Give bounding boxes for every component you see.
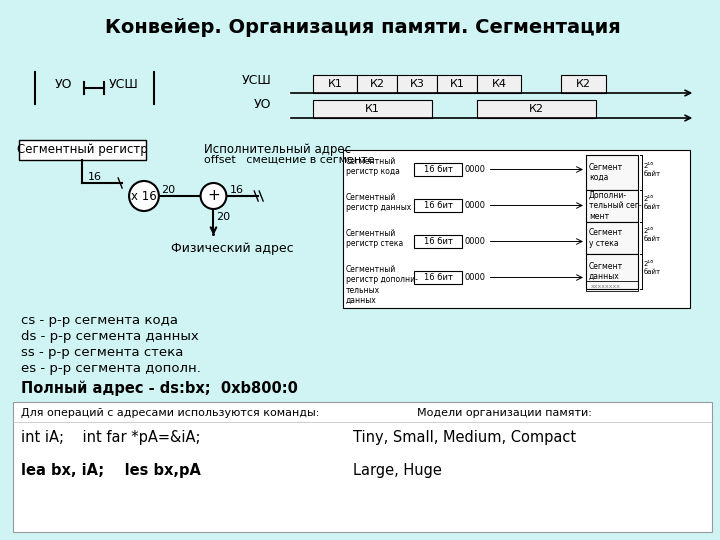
Circle shape: [129, 181, 159, 211]
Text: К1: К1: [328, 79, 343, 89]
Text: К4: К4: [492, 79, 507, 89]
Bar: [586, 281, 638, 291]
Text: Сегмент
у стека: Сегмент у стека: [589, 228, 623, 248]
Text: es - р-р сегмента дополн.: es - р-р сегмента дополн.: [21, 362, 201, 375]
Text: 16 бит: 16 бит: [423, 165, 452, 174]
Bar: [13, 402, 712, 532]
Text: Для операций с адресами используются команды:: Для операций с адресами используются ком…: [21, 408, 319, 418]
Bar: [414, 271, 462, 284]
Text: lea bx, iA;    les bx,pA: lea bx, iA; les bx,pA: [21, 463, 201, 478]
Text: Физический адрес: Физический адрес: [171, 242, 294, 255]
Text: Сегмент
данных: Сегмент данных: [589, 262, 623, 281]
Bar: [437, 75, 477, 93]
Text: байт: байт: [644, 171, 661, 177]
Bar: [343, 150, 690, 308]
Text: байт: байт: [644, 204, 661, 210]
Text: К1: К1: [449, 79, 464, 89]
Bar: [312, 100, 432, 118]
Text: Конвейер. Организация памяти. Сегментация: Конвейер. Организация памяти. Сегментаци…: [104, 18, 621, 37]
Text: cs - р-р сегмента кода: cs - р-р сегмента кода: [21, 314, 178, 327]
Text: Сегментный
регистр данных: Сегментный регистр данных: [346, 193, 411, 212]
Bar: [586, 190, 638, 222]
Text: Сегмент
кода: Сегмент кода: [589, 163, 623, 182]
Bar: [414, 235, 462, 248]
Text: 16: 16: [87, 172, 102, 182]
Text: Дополни-
тельный сег-
мент: Дополни- тельный сег- мент: [589, 191, 642, 221]
Text: УСШ: УСШ: [109, 78, 139, 91]
Text: 0000: 0000: [464, 165, 486, 174]
Text: байт: байт: [644, 269, 661, 275]
Text: УО: УО: [55, 78, 72, 91]
Text: Модели организации памяти:: Модели организации памяти:: [417, 408, 592, 418]
Text: x 16: x 16: [131, 190, 157, 202]
Text: байт: байт: [644, 236, 661, 242]
Text: К2: К2: [370, 79, 385, 89]
Text: Исполнительный адрес: Исполнительный адрес: [204, 143, 351, 156]
Bar: [19, 140, 146, 160]
Text: УО: УО: [253, 98, 271, 111]
Text: 16: 16: [230, 185, 243, 195]
Text: К3: К3: [410, 79, 425, 89]
Text: УСШ: УСШ: [241, 73, 271, 86]
Text: 0000: 0000: [464, 273, 486, 282]
Text: int iA;    int far *pA=&iA;: int iA; int far *pA=&iA;: [21, 430, 200, 445]
Text: 20: 20: [217, 212, 230, 222]
Bar: [586, 155, 638, 190]
Text: 2¹⁶: 2¹⁶: [644, 228, 654, 234]
Text: Сегментный
регистр кода: Сегментный регистр кода: [346, 157, 400, 177]
Circle shape: [201, 183, 226, 209]
Bar: [414, 163, 462, 176]
Text: Tiny, Small, Medium, Compact: Tiny, Small, Medium, Compact: [353, 430, 576, 445]
Text: xxxxxxxx: xxxxxxxx: [591, 284, 621, 288]
Bar: [312, 75, 358, 93]
Text: ss - р-р сегмента стека: ss - р-р сегмента стека: [21, 346, 183, 359]
Text: Полный адрес - ds:bx;  0xb800:0: Полный адрес - ds:bx; 0xb800:0: [21, 380, 297, 395]
Text: К2: К2: [576, 79, 591, 89]
Text: К1: К1: [365, 104, 380, 114]
Bar: [477, 100, 596, 118]
Bar: [477, 75, 521, 93]
Text: Large, Huge: Large, Huge: [353, 463, 441, 478]
Text: +: +: [207, 188, 220, 204]
Bar: [561, 75, 606, 93]
Text: 16 бит: 16 бит: [423, 237, 452, 246]
Bar: [397, 75, 437, 93]
Text: Сегментный регистр: Сегментный регистр: [17, 144, 148, 157]
Bar: [586, 222, 638, 254]
Text: 0000: 0000: [464, 237, 486, 246]
Text: 16 бит: 16 бит: [423, 273, 452, 282]
Text: 16 бит: 16 бит: [423, 201, 452, 210]
Text: 2¹⁶: 2¹⁶: [644, 261, 654, 267]
Text: 2¹⁶: 2¹⁶: [644, 196, 654, 202]
Text: 2¹⁶: 2¹⁶: [644, 163, 654, 168]
Text: Сегментный
регистр стека: Сегментный регистр стека: [346, 229, 402, 248]
Text: 0000: 0000: [464, 201, 486, 210]
Text: Сегментный
регистр дополни-
тельных
данных: Сегментный регистр дополни- тельных данн…: [346, 265, 418, 305]
Text: ds - р-р сегмента данных: ds - р-р сегмента данных: [21, 330, 199, 343]
Bar: [586, 254, 638, 289]
Bar: [358, 75, 397, 93]
Text: К2: К2: [528, 104, 544, 114]
Text: offset   смещение в сегменте: offset смещение в сегменте: [204, 155, 374, 165]
Bar: [414, 199, 462, 212]
Text: 20: 20: [161, 185, 175, 195]
